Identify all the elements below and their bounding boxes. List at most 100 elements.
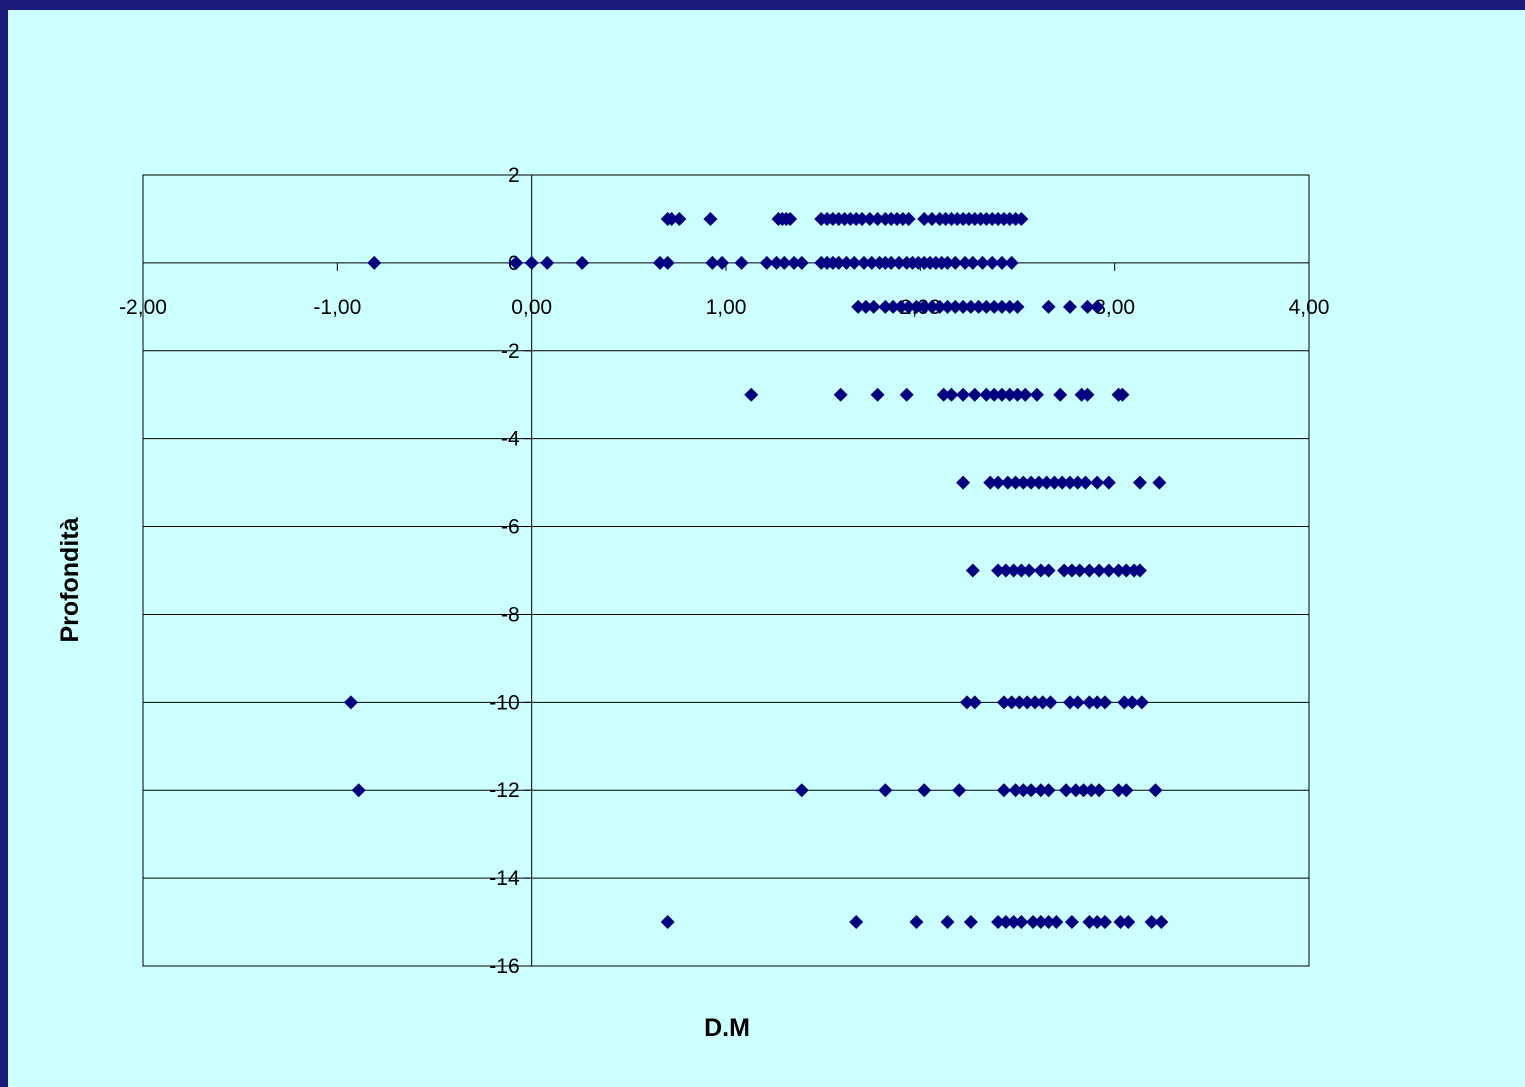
data-point [851,299,866,314]
data-point [1039,475,1054,490]
data-point [893,299,908,314]
data-point [1154,915,1169,930]
data-point [1134,695,1149,710]
data-point [367,255,382,270]
data-point [1084,783,1099,798]
data-point [1082,563,1097,578]
data-point [1057,563,1072,578]
data-point [787,255,802,270]
data-point [870,211,885,226]
data-point [878,299,893,314]
data-point [1016,783,1031,798]
data-point [956,299,971,314]
data-point [1082,695,1097,710]
y-tick-label: -14 [489,867,520,890]
data-point [991,563,1006,578]
data-point [1111,783,1126,798]
x-tick-label: -2,00 [119,296,167,319]
data-point [1024,783,1039,798]
data-point [963,299,978,314]
data-point [917,211,932,226]
data-point [855,211,870,226]
data-point [1020,695,1035,710]
data-point [1101,475,1116,490]
data-point [1101,563,1116,578]
data-point [1000,475,1015,490]
data-point [1035,695,1050,710]
data-point [839,255,854,270]
data-point [994,255,1009,270]
data-point [901,299,916,314]
data-point [1041,915,1056,930]
data-point [987,387,1002,402]
data-point [1068,783,1083,798]
data-point [744,387,759,402]
data-point [886,299,901,314]
data-point [1027,695,1042,710]
data-point [1014,915,1029,930]
x-tick-label: 4,00 [1289,296,1330,319]
data-point [1121,915,1136,930]
data-point [932,299,947,314]
data-point [660,915,675,930]
data-point [1014,211,1029,226]
data-point [1010,387,1025,402]
x-tick-label: -1,00 [313,296,361,319]
data-point [1033,915,1048,930]
data-point [509,255,524,270]
data-point [1016,475,1031,490]
data-point [1022,563,1037,578]
data-point [1132,475,1147,490]
data-point [996,783,1011,798]
data-point [351,783,366,798]
data-point [952,783,967,798]
data-point [862,211,877,226]
data-point [1080,387,1095,402]
y-tick-label: -12 [489,779,519,802]
data-point [1117,695,1132,710]
data-point [1115,387,1130,402]
y-axis-title: Profondità [56,517,84,642]
data-point [864,255,879,270]
data-point [956,475,971,490]
y-tick-label: -2 [501,340,520,363]
data-point [856,255,871,270]
data-point [1033,563,1048,578]
data-point [959,695,974,710]
data-point [1072,563,1087,578]
data-point [901,211,916,226]
slide-background: 20-2-4-6-8-10-12-14-16 -2,00-1,000,001,0… [8,10,1525,1087]
y-tick-label: -4 [501,428,520,451]
data-point [849,915,864,930]
data-point [524,255,539,270]
data-point [940,255,955,270]
data-point [994,299,1009,314]
data-point [967,695,982,710]
data-point [996,695,1011,710]
data-point [575,255,590,270]
data-point [936,387,951,402]
data-point [794,783,809,798]
data-point [715,255,730,270]
data-point [672,211,687,226]
data-point [1043,695,1058,710]
data-point [924,299,939,314]
data-point [1064,915,1079,930]
data-point [1006,563,1021,578]
data-point [1024,475,1039,490]
data-point [703,211,718,226]
data-point [1029,387,1044,402]
data-point [983,475,998,490]
y-tick-label: -10 [489,691,519,714]
data-point [1053,387,1068,402]
data-point [1010,299,1025,314]
data-point [998,915,1013,930]
data-point [909,915,924,930]
data-point [1049,915,1064,930]
y-tick-labels: 20-2-4-6-8-10-12-14-16 [489,164,520,978]
data-point [1008,783,1023,798]
data-point [909,299,924,314]
data-point [979,387,994,402]
data-point [1092,783,1107,798]
data-point [971,299,986,314]
